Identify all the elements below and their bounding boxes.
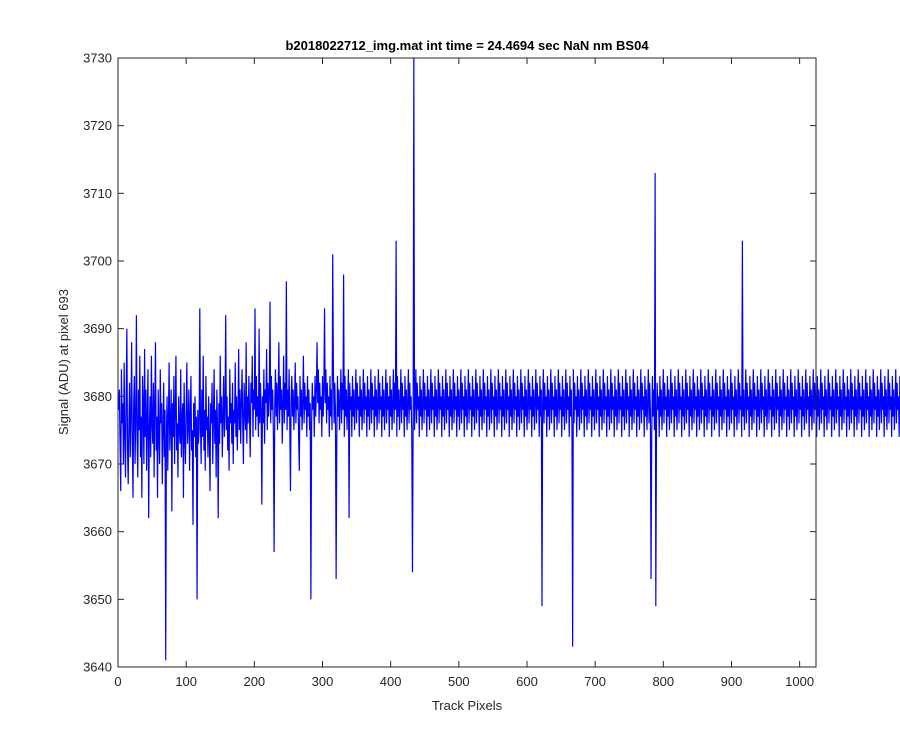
x-tick-label: 0 xyxy=(114,674,121,689)
x-tick-label: 500 xyxy=(448,674,470,689)
y-tick-label: 3660 xyxy=(83,524,112,539)
chart-title: b2018022712_img.mat int time = 24.4694 s… xyxy=(285,38,649,53)
y-tick-label: 3640 xyxy=(83,660,112,675)
y-tick-label: 3680 xyxy=(83,389,112,404)
y-tick-label: 3720 xyxy=(83,118,112,133)
x-tick-label: 600 xyxy=(516,674,538,689)
y-tick-label: 3690 xyxy=(83,321,112,336)
y-tick-label: 3700 xyxy=(83,254,112,269)
x-tick-label: 800 xyxy=(652,674,674,689)
y-axis-label: Signal (ADU) at pixel 693 xyxy=(56,289,71,435)
axes-box xyxy=(117,57,817,668)
x-tick-label: 700 xyxy=(584,674,606,689)
y-tick-label: 3710 xyxy=(83,186,112,201)
plot-area xyxy=(118,58,816,667)
x-tick-label: 100 xyxy=(175,674,197,689)
x-tick-label: 400 xyxy=(380,674,402,689)
x-tick-label: 900 xyxy=(721,674,743,689)
y-tick-label: 3650 xyxy=(83,592,112,607)
x-axis-label: Track Pixels xyxy=(432,698,503,713)
x-tick-label: 300 xyxy=(312,674,334,689)
x-tick-label: 1000 xyxy=(785,674,814,689)
x-tick-label: 200 xyxy=(243,674,265,689)
y-axis: 3640 3650 3660 3670 3680 3690 3700 3710 3720 3730 xyxy=(83,51,816,675)
y-tick-label: 3730 xyxy=(83,51,112,66)
y-tick-label: 3670 xyxy=(83,457,112,472)
x-axis: 0 100 200 300 400 500 600 700 800 900 1000 xyxy=(114,58,814,689)
